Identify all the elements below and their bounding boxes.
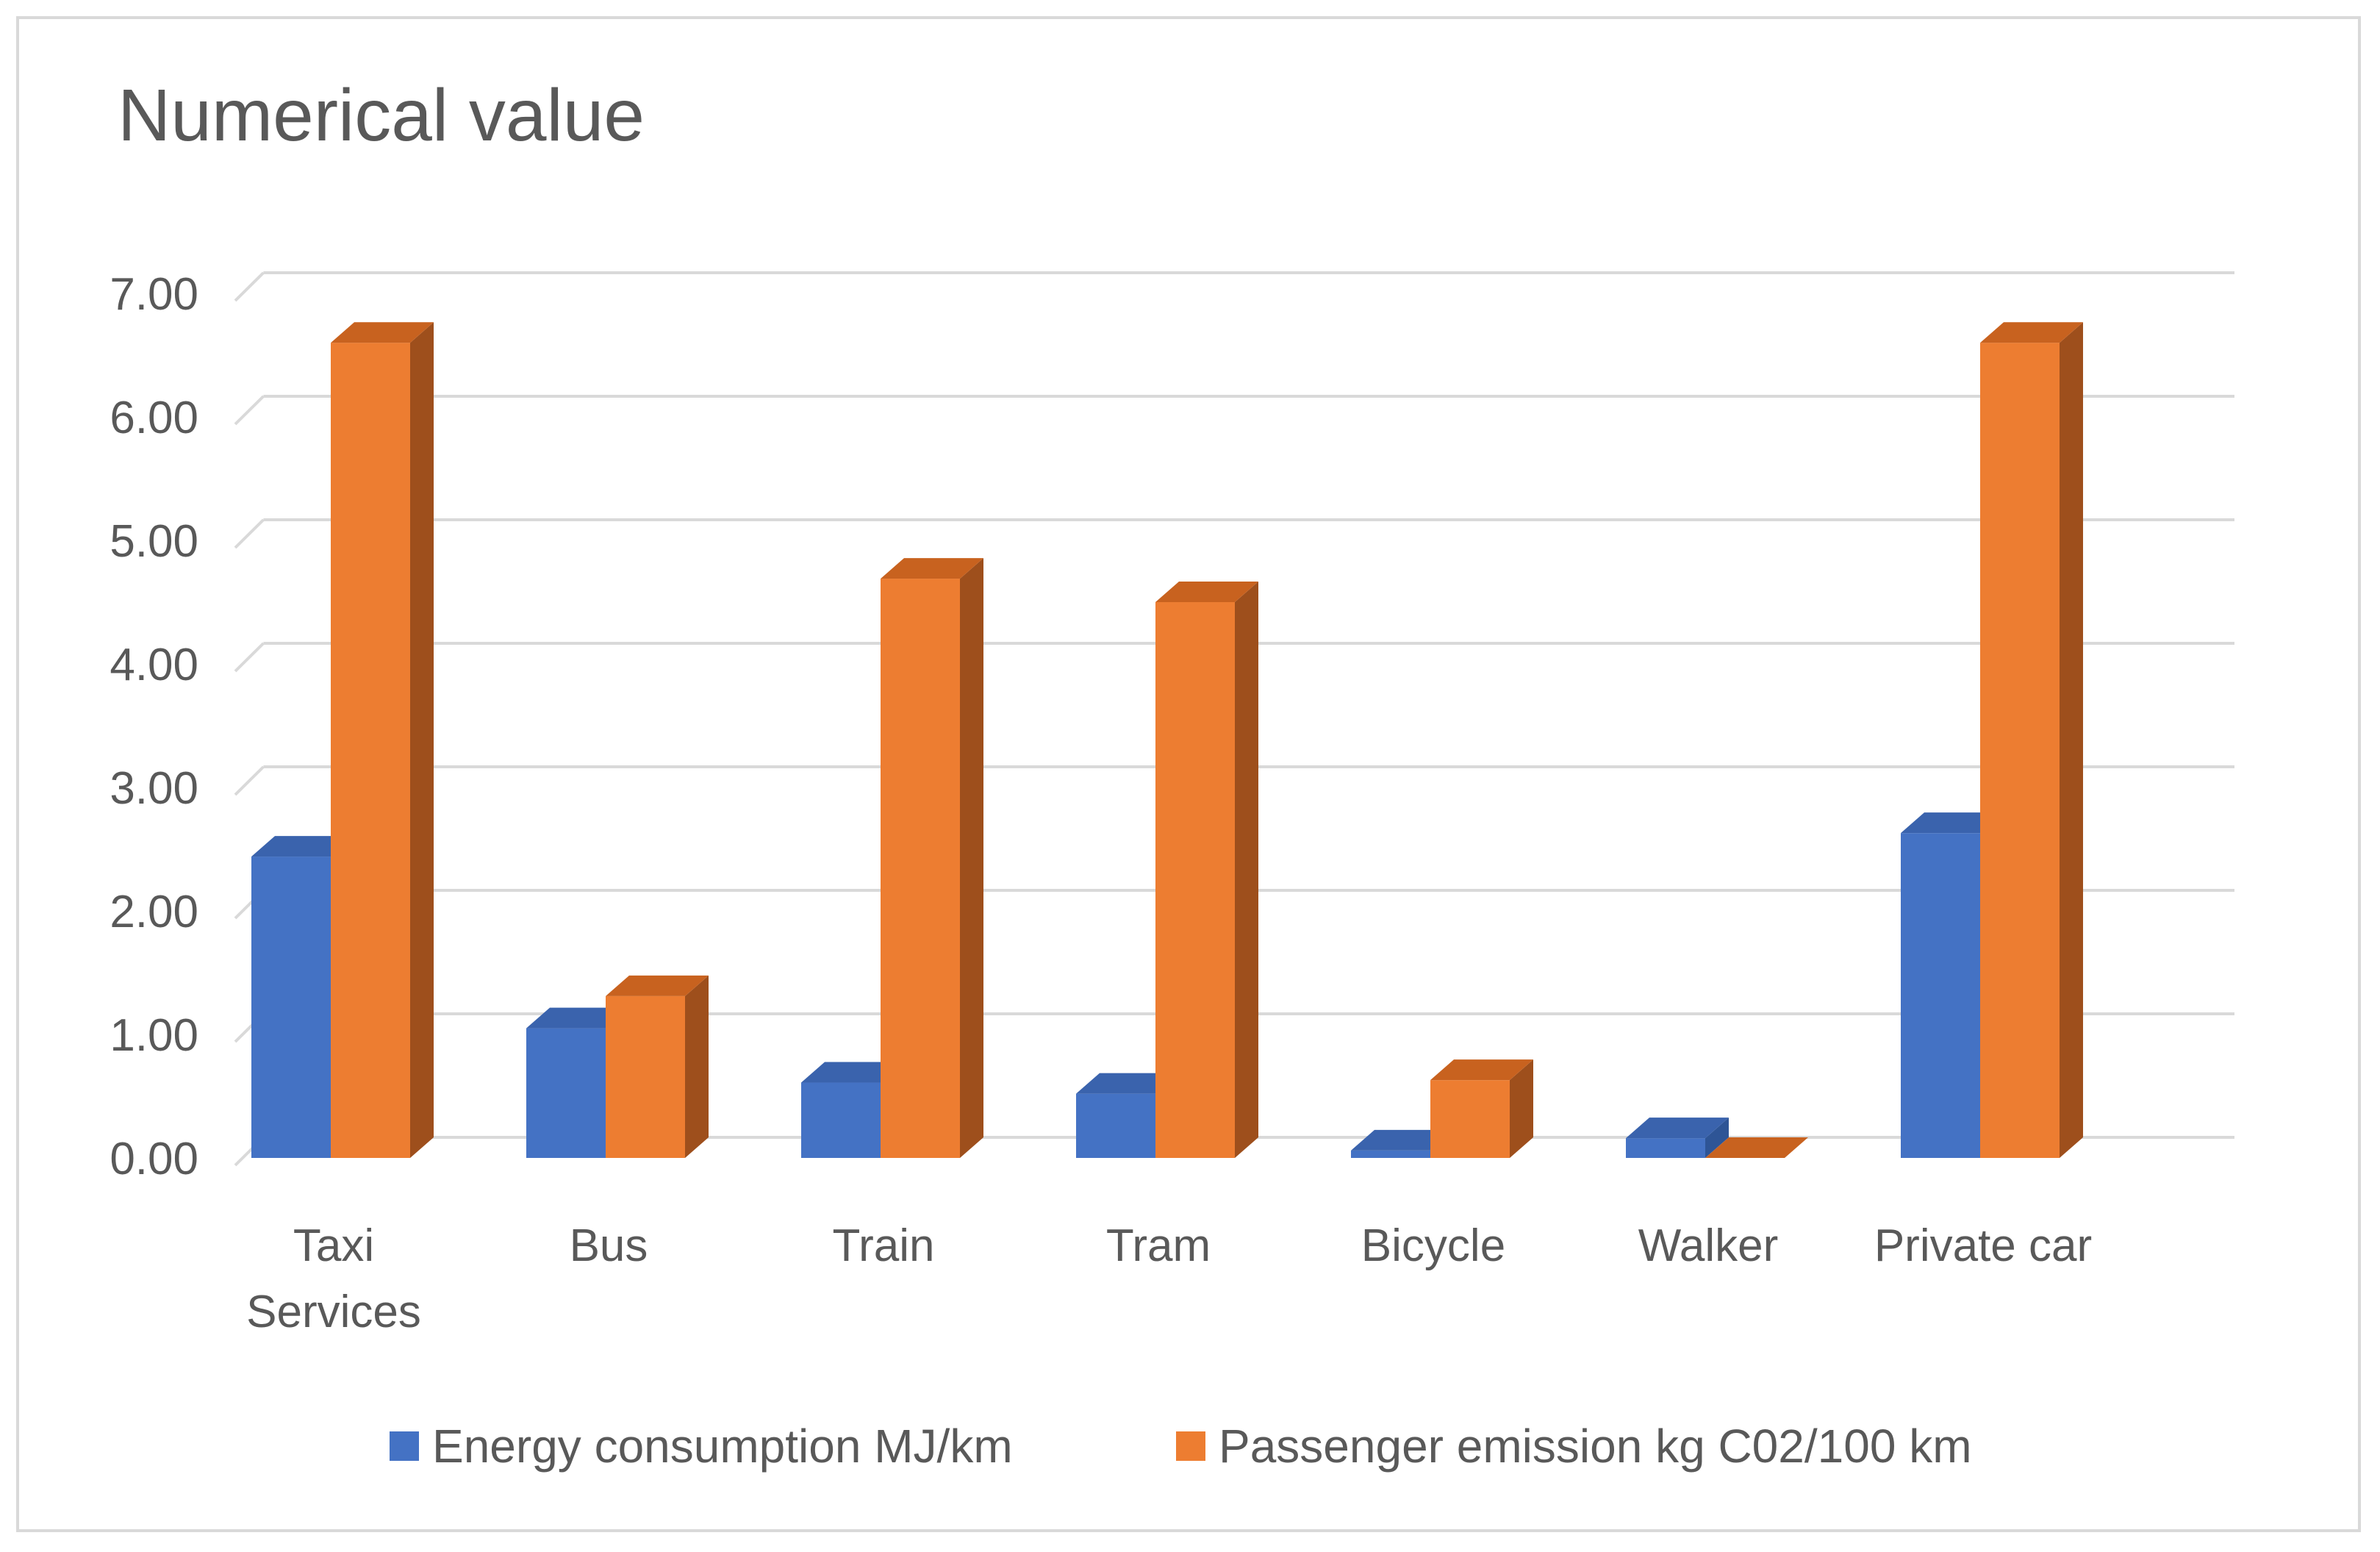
bar-top xyxy=(251,836,354,857)
legend-item-emission: Passenger emission kg C02/100 km xyxy=(1176,1419,1972,1473)
bar xyxy=(1351,1150,1430,1158)
bar xyxy=(1901,833,1980,1158)
legend-swatch-energy xyxy=(390,1431,419,1461)
bar-group xyxy=(1155,582,1258,1158)
bar-group xyxy=(881,558,983,1158)
legend: Energy consumption MJ/km Passenger emiss… xyxy=(0,1419,2380,1485)
legend-label-emission: Passenger emission kg C02/100 km xyxy=(1219,1420,1972,1473)
y-tick-label: 5.00 xyxy=(110,516,198,567)
x-category-label: Taxi xyxy=(293,1220,374,1271)
gridline-diag xyxy=(234,642,265,673)
bar xyxy=(331,343,410,1159)
gridline-diag xyxy=(234,271,265,302)
bar-top xyxy=(526,1007,629,1029)
y-tick-label: 6.00 xyxy=(110,393,198,443)
bar-group xyxy=(1980,322,2083,1159)
x-category-label: Services xyxy=(246,1287,421,1337)
bar xyxy=(526,1028,606,1158)
bar-side xyxy=(685,975,709,1158)
x-category-label: Tram xyxy=(1106,1220,1211,1271)
y-tick-label: 4.00 xyxy=(110,640,198,690)
legend-item-energy: Energy consumption MJ/km xyxy=(390,1419,1013,1473)
bar-group xyxy=(1705,1137,1808,1158)
bar-side xyxy=(960,558,983,1158)
bar xyxy=(251,857,331,1158)
bar-top xyxy=(1351,1129,1454,1151)
bar xyxy=(1626,1138,1705,1158)
bar-side xyxy=(1235,582,1258,1158)
y-tick-label: 7.00 xyxy=(110,269,198,320)
y-tick-label: 2.00 xyxy=(110,887,198,937)
legend-label-energy: Energy consumption MJ/km xyxy=(432,1420,1013,1473)
bar-top xyxy=(1626,1117,1729,1139)
bar xyxy=(606,995,685,1158)
bar-group xyxy=(606,975,709,1158)
bar-top xyxy=(1705,1137,1808,1158)
bar-top xyxy=(331,322,434,343)
bar xyxy=(1430,1080,1510,1158)
bar-top xyxy=(881,558,983,579)
bar xyxy=(881,579,960,1158)
bar xyxy=(801,1082,881,1158)
bar-top xyxy=(1980,322,2083,343)
y-tick-label: 3.00 xyxy=(110,763,198,814)
bar-side xyxy=(1510,1059,1533,1158)
bar-side xyxy=(410,322,434,1159)
gridline-diag xyxy=(234,395,265,426)
chart-title: Numerical value xyxy=(118,74,645,157)
x-axis-categories: Taxi Services Bus Train Tram Bicycle Walker Pri… xyxy=(246,1220,2092,1337)
x-category-label: Walker xyxy=(1638,1220,1779,1271)
bar-group xyxy=(1430,1059,1533,1158)
y-axis-ticks: 0.00 1.00 2.00 3.00 4.00 5.00 6.00 7.00 xyxy=(110,269,198,1184)
gridline-diag xyxy=(234,518,265,549)
bar xyxy=(1076,1093,1155,1158)
x-category-label: Bus xyxy=(570,1220,648,1271)
x-category-label: Private car xyxy=(1874,1220,2092,1271)
bar-group xyxy=(1626,1117,1729,1158)
y-tick-label: 0.00 xyxy=(110,1134,198,1184)
bar xyxy=(1155,602,1235,1158)
y-tick-label: 1.00 xyxy=(110,1010,198,1061)
gridline-diag xyxy=(234,765,265,796)
bar-top xyxy=(1155,582,1258,602)
legend-swatch-emission xyxy=(1176,1431,1205,1461)
bar-top xyxy=(1901,812,2004,834)
x-category-label: Train xyxy=(833,1220,935,1271)
bar-top xyxy=(606,975,709,996)
bar-top xyxy=(1430,1059,1533,1081)
bar-top xyxy=(1076,1073,1179,1094)
bar-group xyxy=(331,322,434,1159)
bar-side xyxy=(2060,322,2083,1159)
bars xyxy=(251,322,2083,1159)
bar xyxy=(1980,343,2060,1159)
bar-top xyxy=(801,1062,904,1083)
x-category-label: Bicycle xyxy=(1361,1220,1505,1271)
bar-side xyxy=(1705,1117,1729,1158)
